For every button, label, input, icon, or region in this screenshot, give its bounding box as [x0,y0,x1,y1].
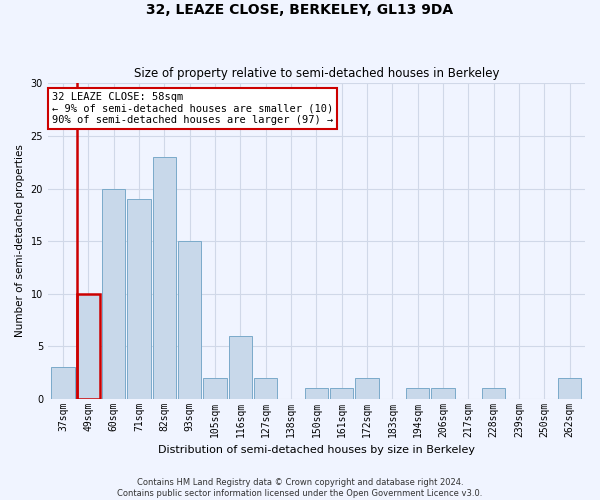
Bar [203,378,227,398]
Bar [431,388,455,398]
Text: 32 LEAZE CLOSE: 58sqm
← 9% of semi-detached houses are smaller (10)
90% of semi-: 32 LEAZE CLOSE: 58sqm ← 9% of semi-detac… [52,92,333,125]
Text: Contains HM Land Registry data © Crown copyright and database right 2024.
Contai: Contains HM Land Registry data © Crown c… [118,478,482,498]
Bar [330,388,353,398]
Bar [102,188,125,398]
X-axis label: Distribution of semi-detached houses by size in Berkeley: Distribution of semi-detached houses by … [158,445,475,455]
Bar [229,336,252,398]
Y-axis label: Number of semi-detached properties: Number of semi-detached properties [15,144,25,338]
Bar [305,388,328,398]
Bar [254,378,277,398]
Bar [153,157,176,398]
Bar [52,367,75,398]
Bar [482,388,505,398]
Text: 32, LEAZE CLOSE, BERKELEY, GL13 9DA: 32, LEAZE CLOSE, BERKELEY, GL13 9DA [146,2,454,16]
Bar [127,199,151,398]
Bar [355,378,379,398]
Title: Size of property relative to semi-detached houses in Berkeley: Size of property relative to semi-detach… [134,66,499,80]
Bar [178,241,202,398]
Bar [558,378,581,398]
Bar [77,294,100,399]
Bar [406,388,430,398]
